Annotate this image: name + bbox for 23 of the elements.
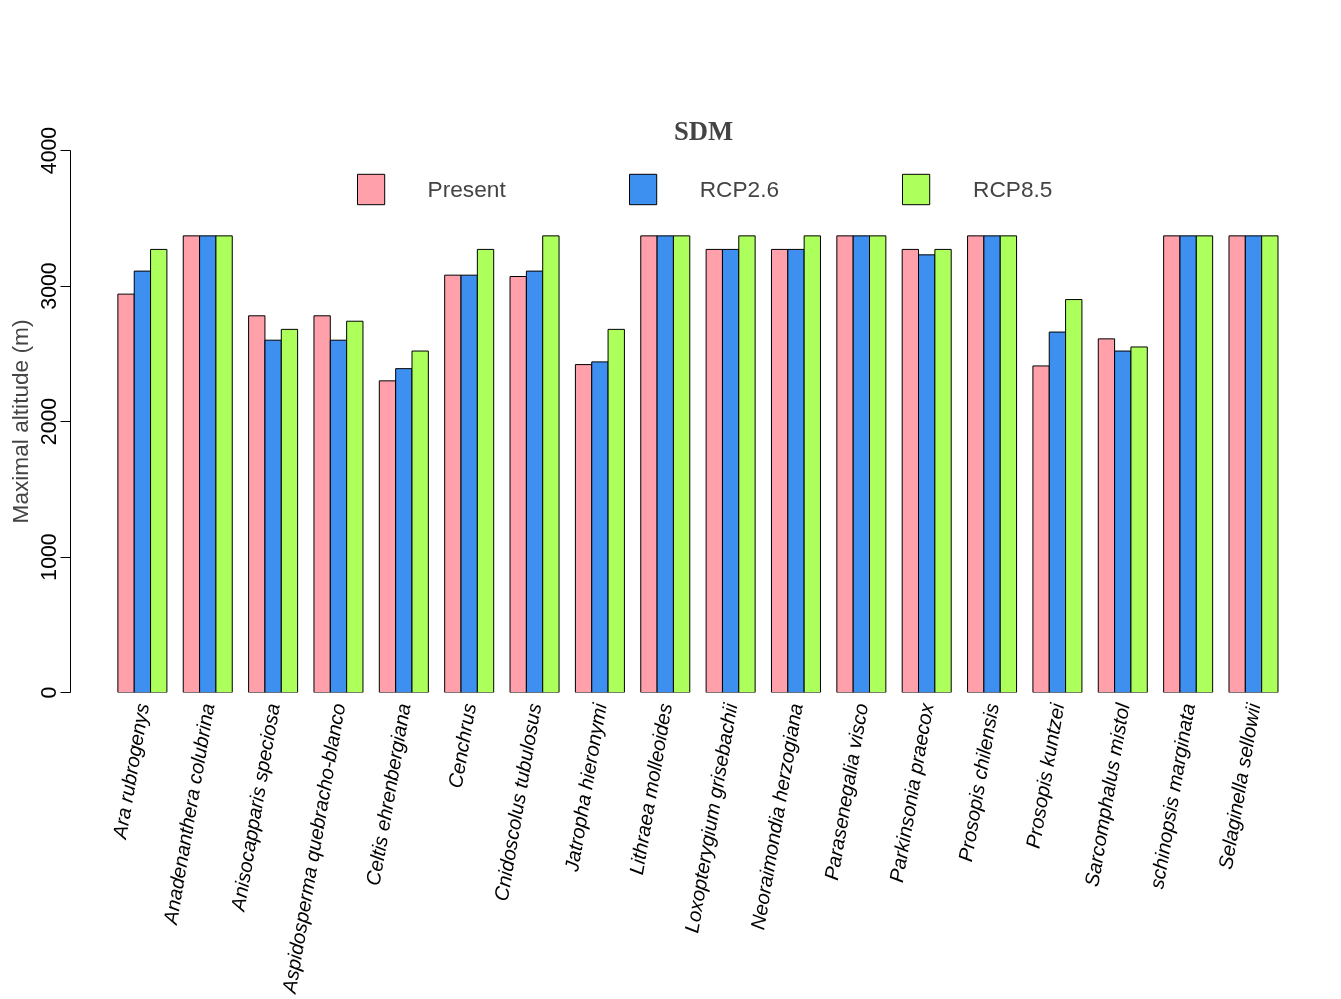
x-tick-label: Anisocapparis speciosa	[226, 701, 284, 914]
y-axis-title: Maximal altitude (m)	[6, 319, 33, 524]
x-tick-label: Cenchrus	[443, 701, 481, 790]
x-tick-label: Prosopis chilensis	[954, 701, 1003, 864]
y-tick-label: 4000	[36, 126, 61, 175]
y-tick-label: 1000	[36, 533, 61, 581]
x-tick-label: Celtis ehrenbergiana	[361, 701, 415, 888]
x-tick-label: Selaginella sellowii	[1214, 701, 1265, 871]
x-tick-label: Cnidoscolus tubulosus	[489, 701, 546, 903]
y-tick-label: 3000	[36, 262, 61, 310]
legend-label: RCP2.6	[699, 175, 780, 203]
x-tick-label: Parkinsonia praecox	[885, 700, 938, 884]
x-tick-label: Prosopis kuntzei	[1021, 701, 1069, 850]
x-tick-label: schinopsis marginata	[1145, 701, 1199, 891]
x-tick-label: Lithraea molleoides	[624, 701, 677, 877]
x-tick-label: Jatropha hieronymi	[559, 701, 611, 874]
y-tick-label: 0	[36, 686, 61, 699]
y-tick-label: 2000	[36, 397, 61, 446]
legend-label: Present	[427, 175, 506, 203]
x-tick-label: Ara rubrogenys	[108, 701, 154, 842]
legend-label: RCP8.5	[973, 175, 1053, 203]
x-tick-label: Neoraimondia herzogiana	[746, 701, 807, 932]
chart-title: SDM	[673, 115, 734, 146]
